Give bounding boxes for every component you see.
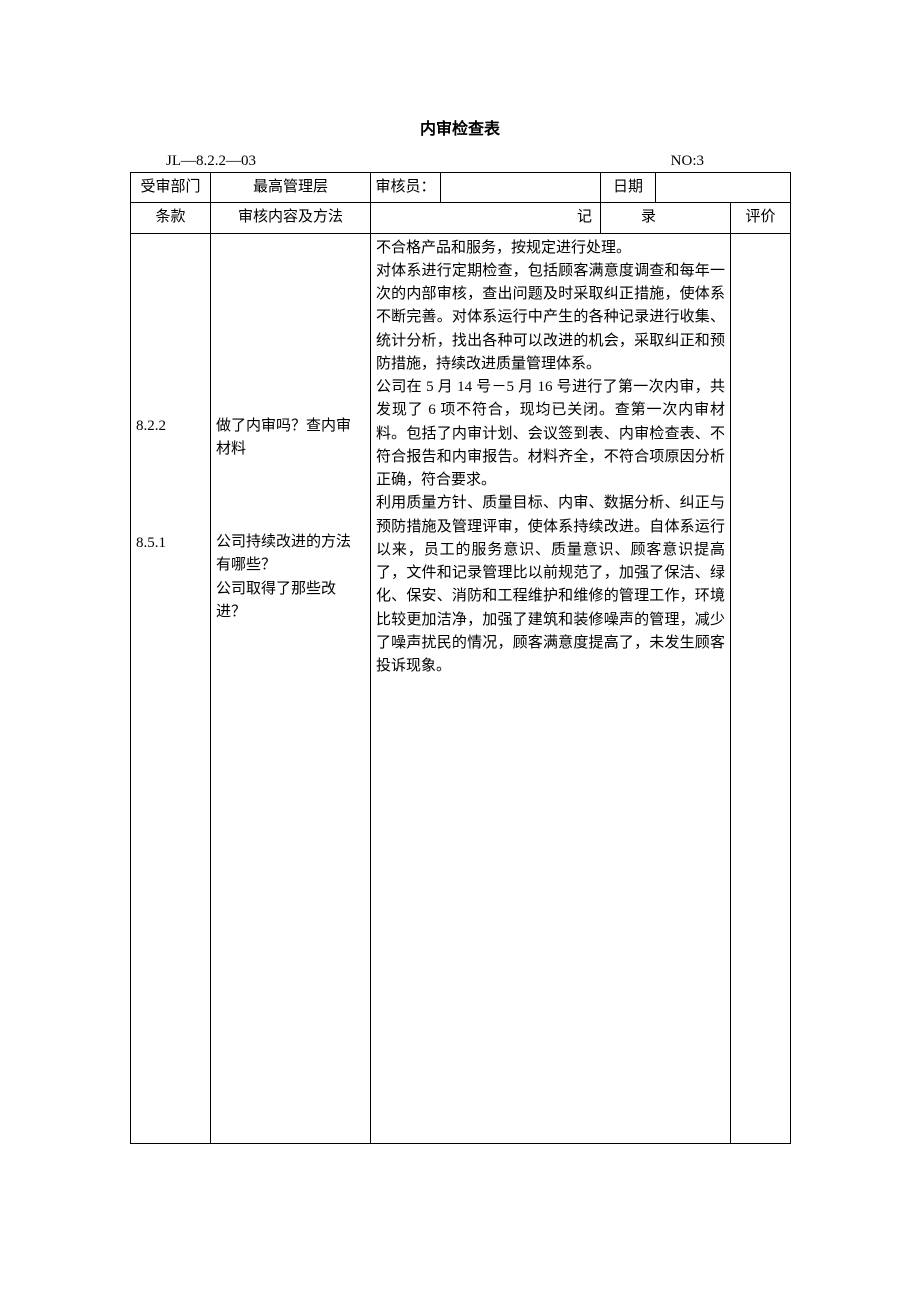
body-row: 8.2.2 8.5.1 做了内审吗？查内审材料 公司持续改进的方法有哪些？ 公司…	[131, 233, 791, 1143]
method-2: 公司持续改进的方法有哪些？ 公司取得了那些改进？	[216, 531, 365, 624]
header-row-1: 受审部门 最高管理层 审核员： 日期	[131, 173, 791, 203]
col-record-header-b: 录	[601, 203, 731, 233]
clause-1: 8.2.2	[136, 415, 205, 438]
date-label: 日期	[601, 173, 656, 203]
auditor-label: 审核员：	[371, 173, 441, 203]
document-title: 内审检查表	[130, 115, 790, 139]
date-value	[656, 173, 791, 203]
page-number: NO:3	[671, 153, 784, 170]
col-eval-header: 评价	[731, 203, 791, 233]
clause-2: 8.5.1	[136, 532, 205, 555]
header-row-2: 条款 审核内容及方法 记 录 评价	[131, 203, 791, 233]
page-container: 内审检查表 JL—8.2.2—03 NO:3 受审部门 最高管理层 审核员： 日…	[130, 115, 790, 1144]
audit-table: 受审部门 最高管理层 审核员： 日期 条款 审核内容及方法 记 录 评价 8.2…	[130, 172, 791, 1144]
method-cell: 做了内审吗？查内审材料 公司持续改进的方法有哪些？ 公司取得了那些改进？	[211, 233, 371, 1143]
col-clause-header: 条款	[131, 203, 211, 233]
record-cell: 不合格产品和服务，按规定进行处理。 对体系进行定期检查，包括顾客满意度调查和每年…	[371, 233, 731, 1143]
meta-row: JL—8.2.2—03 NO:3	[130, 153, 790, 170]
dept-label: 受审部门	[131, 173, 211, 203]
dept-value: 最高管理层	[211, 173, 371, 203]
col-method-header: 审核内容及方法	[211, 203, 371, 233]
eval-cell	[731, 233, 791, 1143]
clause-cell: 8.2.2 8.5.1	[131, 233, 211, 1143]
method-1: 做了内审吗？查内审材料	[216, 415, 365, 462]
doc-code: JL—8.2.2—03	[136, 153, 256, 170]
col-record-header-a: 记	[371, 203, 601, 233]
record-block-3: 利用质量方针、质量目标、内审、数据分析、纠正与预防措施及管理评审，使体系持续改进…	[376, 492, 725, 678]
auditor-value	[441, 173, 601, 203]
record-block-2: 公司在 5 月 14 号－5 月 16 号进行了第一次内审，共发现了 6 项不符…	[376, 376, 725, 492]
record-block-1: 不合格产品和服务，按规定进行处理。 对体系进行定期检查，包括顾客满意度调查和每年…	[376, 237, 725, 377]
